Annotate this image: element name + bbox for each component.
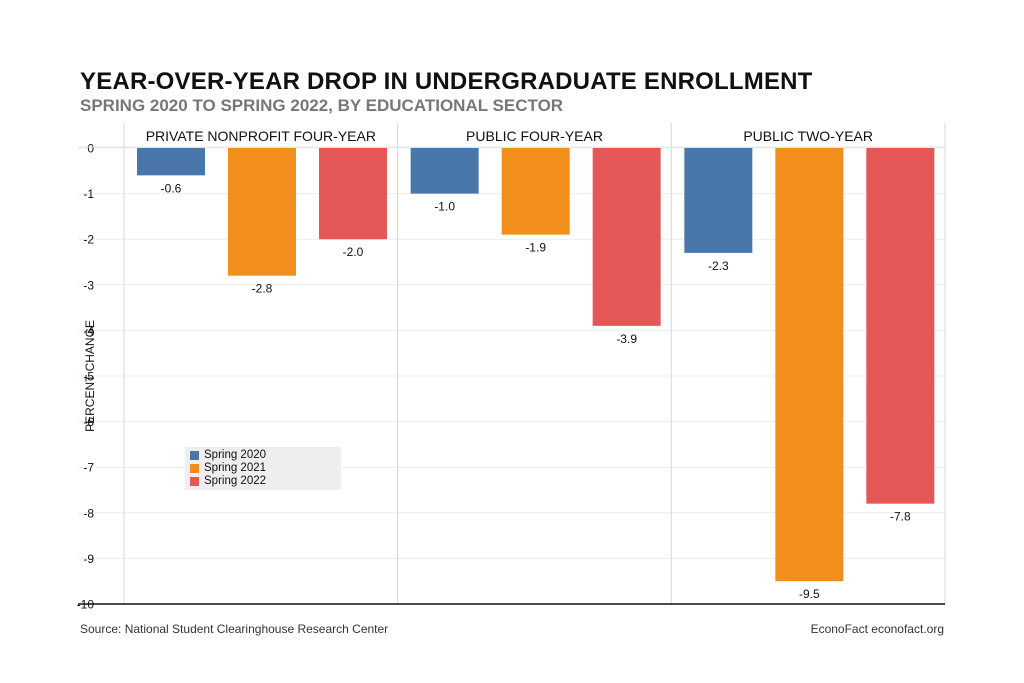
legend-label-spring-2021: Spring 2021 <box>204 462 267 474</box>
legend-label-spring-2020: Spring 2020 <box>204 449 267 461</box>
data-label: -3.9 <box>616 332 637 346</box>
chart-subtitle: SPRING 2020 TO SPRING 2022, BY EDUCATION… <box>80 96 564 115</box>
legend-swatch-spring-2021 <box>190 464 199 473</box>
bar <box>775 148 844 582</box>
y-tick-label: -3 <box>83 278 94 292</box>
data-label: -1.9 <box>525 241 546 255</box>
bar <box>866 148 935 504</box>
panel-header: PUBLIC FOUR-YEAR <box>466 128 603 144</box>
bar <box>228 148 296 276</box>
y-tick-label: -1 <box>83 187 94 201</box>
data-label: -1.0 <box>434 200 455 214</box>
legend-swatch-spring-2020 <box>190 451 199 460</box>
source-note: Source: National Student Clearinghouse R… <box>80 622 389 636</box>
panel-header: PUBLIC TWO-YEAR <box>743 128 873 144</box>
legend-label-spring-2022: Spring 2022 <box>204 475 267 487</box>
credit-note: EconoFact econofact.org <box>810 622 944 636</box>
panel-header: PRIVATE NONPROFIT FOUR-YEAR <box>146 128 376 144</box>
legend-swatch-spring-2022 <box>190 477 199 486</box>
y-tick-label: -6 <box>83 415 94 429</box>
chart-title: YEAR-OVER-YEAR DROP IN UNDERGRADUATE ENR… <box>80 68 813 95</box>
data-label: -2.3 <box>708 259 729 273</box>
data-label: -2.0 <box>343 245 364 259</box>
y-tick-label: -5 <box>83 370 94 384</box>
bar <box>501 148 570 235</box>
data-label: -7.8 <box>890 510 911 524</box>
data-label: -9.5 <box>799 587 820 601</box>
y-tick-label: 0 <box>87 142 94 156</box>
y-tick-label: -2 <box>83 233 94 247</box>
y-axis-title: PERCENT CHANGE <box>83 320 97 432</box>
y-tick-label: -9 <box>83 552 94 566</box>
y-tick-label: -8 <box>83 506 94 520</box>
bar <box>137 148 205 176</box>
chart-legend: Spring 2020 Spring 2021 Spring 2022 <box>185 447 341 490</box>
data-label: -2.8 <box>252 282 273 296</box>
bar <box>592 148 661 326</box>
bar <box>319 148 387 240</box>
bar <box>684 148 753 253</box>
bar <box>410 148 479 194</box>
y-tick-label: -7 <box>83 461 94 475</box>
data-label: -0.6 <box>161 181 182 195</box>
y-tick-label: -4 <box>83 324 94 338</box>
